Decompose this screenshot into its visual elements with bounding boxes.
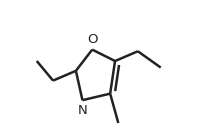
Text: O: O: [87, 32, 98, 46]
Text: N: N: [78, 104, 87, 117]
